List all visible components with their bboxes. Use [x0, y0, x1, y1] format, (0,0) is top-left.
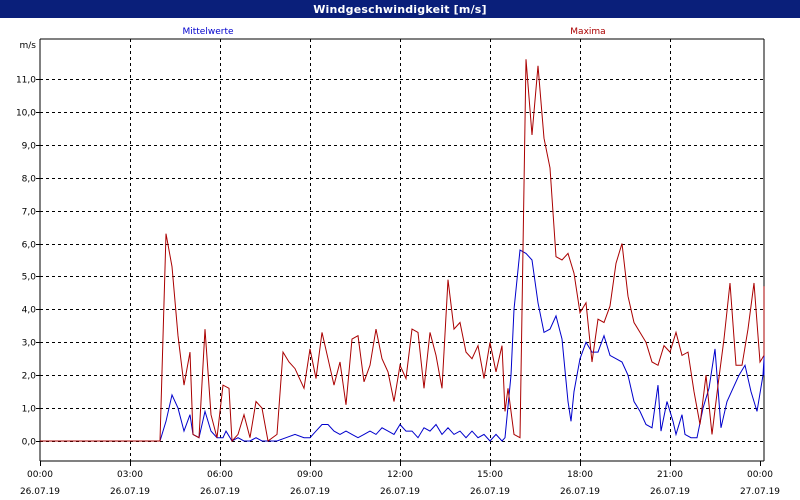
y-tick-label: 9,0	[22, 142, 37, 152]
x-tick-label-time: 00:00	[27, 470, 53, 480]
x-tick-label-time: 03:00	[117, 470, 143, 480]
x-tick-label-date: 26.07.19	[560, 487, 600, 497]
y-tick-label: 4,0	[22, 306, 37, 316]
x-tick-label-date: 26.07.19	[110, 487, 150, 497]
y-tick-label: 2,0	[22, 372, 37, 382]
x-tick-label-time: 15:00	[477, 470, 503, 480]
x-tick-label-date: 26.07.19	[200, 487, 240, 497]
y-tick-label: 3,0	[22, 339, 37, 349]
series-line-maxima	[40, 59, 765, 443]
chart-area: 0,0 1,0 2,0 3,0 4,0 5,0 6,0 7,0 8,0 9,0 10,0 11,0 m/…	[0, 18, 800, 500]
x-tick-label-time: 06:00	[207, 470, 233, 480]
y-tick-label: 1,0	[22, 405, 37, 415]
x-tick-label-time: 21:00	[657, 470, 683, 480]
x-tick-label-date: 26.07.19	[380, 487, 420, 497]
y-tick-label: 8,0	[22, 175, 37, 185]
x-tick-label-date: 27.07.19	[740, 487, 780, 497]
x-tick-label-time: 18:00	[567, 470, 593, 480]
y-tick-label: 11,0	[16, 76, 36, 86]
y-tick-label: 6,0	[22, 241, 37, 251]
y-tick-label: 5,0	[22, 273, 37, 283]
x-tick-label-date: 26.07.19	[470, 487, 510, 497]
x-tick-label-time: 12:00	[387, 470, 413, 480]
series-line-mittelwerte	[40, 249, 765, 442]
x-tick-label-time: 00:00	[747, 470, 773, 480]
x-tick-label-date: 26.07.19	[650, 487, 690, 497]
x-tick-label-date: 26.07.19	[20, 487, 60, 497]
series-label-maxima: Maxima	[570, 27, 605, 37]
y-tick-label: 7,0	[22, 208, 37, 218]
wind-speed-chart: 0,0 1,0 2,0 3,0 4,0 5,0 6,0 7,0 8,0 9,0 10,0 11,0 m/…	[16, 27, 780, 497]
series-label-mittelwerte: Mittelwerte	[182, 27, 233, 37]
window-title: Windgeschwindigkeit [m/s]	[0, 0, 800, 18]
y-tick-label: 0,0	[22, 438, 37, 448]
x-tick-label-time: 09:00	[297, 470, 323, 480]
x-tick-label-date: 26.07.19	[290, 487, 330, 497]
y-tick-label: 10,0	[16, 109, 36, 119]
y-axis-unit-label: m/s	[20, 41, 37, 51]
